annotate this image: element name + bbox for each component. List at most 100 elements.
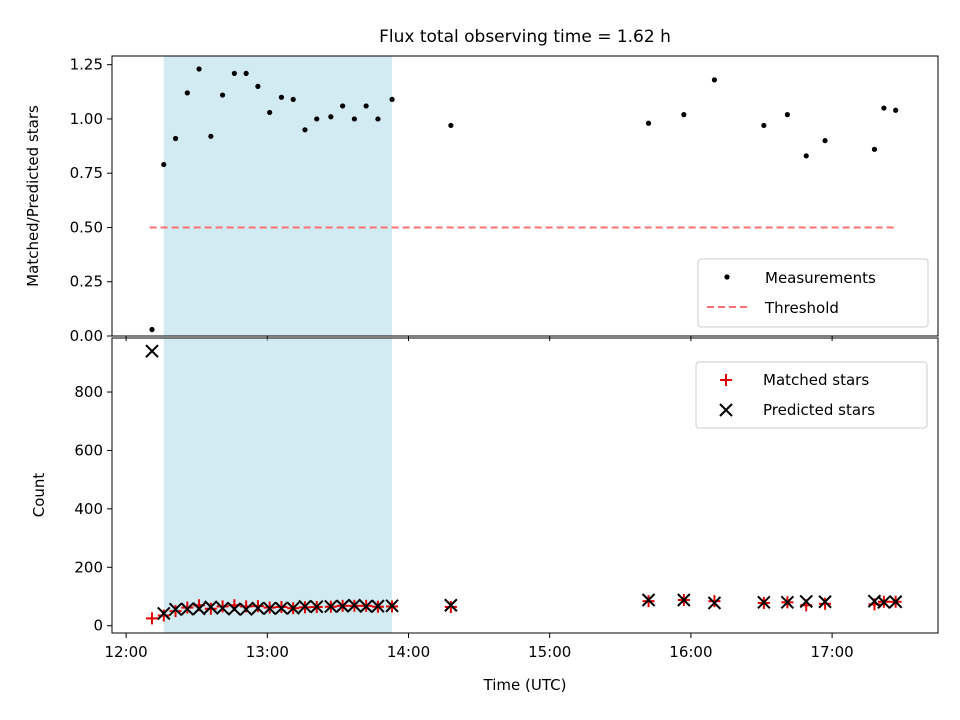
bottom-shaded-span [163,338,393,633]
bottom-y-tick-label: 600 [74,441,103,459]
x-axis-label: Time (UTC) [483,676,567,694]
measurement-point [184,90,190,96]
measurement-point [172,135,179,142]
matched-star-point [444,601,457,614]
measurement-point [389,96,395,103]
top-y-tick-label: 0.25 [70,273,103,291]
predicted-star-point [757,595,771,610]
measurement-point [161,161,167,168]
measurement-point [290,96,296,103]
measurement-point [196,66,202,72]
legend-measurements-label: Measurements [765,269,876,287]
predicted-star-point [239,602,253,617]
predicted-star-point [168,602,183,617]
measurement-point [681,112,687,118]
top-y-tick-label: 0.50 [70,218,103,236]
predicted-star-point [385,599,399,613]
predicted-star-point [799,594,813,609]
predicted-star-point [298,599,312,614]
measurement-point [243,70,249,76]
predicted-star-point [286,601,300,615]
matched-star-point [216,600,229,613]
measurement-point [761,122,767,129]
measurement-point [893,107,899,113]
measurement-points [149,66,899,333]
predicted-star-point [780,595,795,610]
predicted-star-point [251,601,265,615]
predicted-star-point [641,593,656,607]
top-panel: 0.00 0.25 0.50 0.75 1.00 1.25 Matched/Predict… [24,55,939,345]
legend-matched-label: Matched stars [763,371,869,389]
legend-predicted-marker [719,403,733,417]
predicted-star-point [262,601,277,616]
bottom-legend-box [695,361,928,429]
matched-star-point [204,602,217,615]
bottom-y-tick-label: 400 [74,500,103,518]
top-plot-frame [111,55,939,337]
predicted-star-point [145,344,159,358]
predicted-star-point [227,602,242,616]
bottom-plot-frame [111,337,939,634]
measurement-point [278,94,285,100]
measurement-point [351,116,357,122]
top-legend-box [697,258,929,328]
predicted-star-point [335,599,350,613]
matched-star-point [251,600,264,613]
top-shaded-span [163,56,393,336]
predicted-star-point [204,600,218,614]
predicted-star-point [157,606,171,621]
matched-star-point [181,601,194,614]
top-y-tick-label: 0.75 [70,164,103,182]
bottom-y-tick-label: 200 [74,558,103,576]
predicted-star-point [444,598,458,612]
matched-star-point [169,605,182,618]
legend-measurements-marker [724,274,730,280]
bottom-y-tick-label: 800 [74,383,103,401]
measurement-point [231,70,237,76]
measurement-point [871,146,878,152]
measurement-point [784,112,790,118]
measurement-point [881,105,887,111]
measurement-point [363,103,369,109]
matched-star-point [157,609,170,622]
measurement-point [314,116,320,122]
predicted-star-point [877,595,891,610]
measurement-point [448,122,454,129]
predicted-star-point [310,600,324,614]
predicted-star-point [888,595,903,609]
legend-threshold-label: Threshold [764,299,839,317]
measurement-point [645,120,652,126]
measurement-point [375,116,381,122]
measurement-point [208,133,214,139]
predicted-star-point [347,598,362,612]
predicted-star-point [677,593,691,607]
x-tick-label: 17:00 [810,643,853,661]
top-y-tick-label: 1.25 [70,56,103,74]
predicted-star-point [359,599,373,614]
predicted-stars-points [145,344,903,621]
x-tick-label: 14:00 [387,643,430,661]
predicted-star-point [707,596,722,610]
top-y-tick-label: 1.00 [70,110,103,128]
matched-star-point [819,597,832,610]
predicted-star-point [371,599,385,613]
bottom-y-tick-label: 0 [93,617,103,635]
x-tick-label: 13:00 [246,643,289,661]
measurement-point [220,92,226,98]
measurement-point [803,153,809,159]
measurement-point [822,138,828,144]
measurement-point [328,114,334,120]
predicted-star-point [192,602,206,616]
x-tick-label: 12:00 [105,643,148,661]
bottom-legend: Matched stars Predicted stars [695,361,928,429]
measurement-point [267,109,273,116]
legend-matched-marker [720,374,732,386]
top-y-tick-label: 0.00 [70,327,103,345]
predicted-star-point [818,595,832,609]
top-y-axis-label: Matched/Predicted stars [24,105,42,287]
x-tick-label: 15:00 [528,643,571,661]
measurement-point [302,127,308,133]
bottom-y-axis: 0 200 400 600 800 [74,383,112,635]
